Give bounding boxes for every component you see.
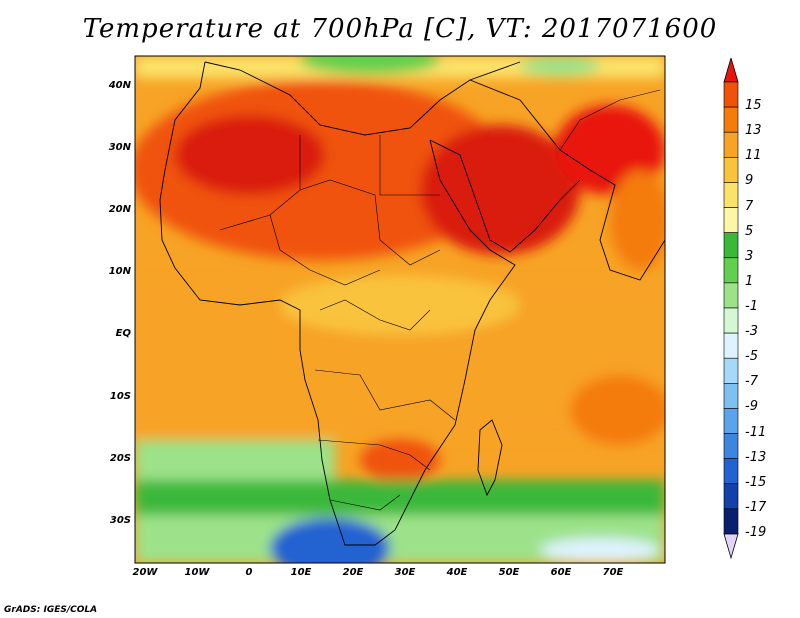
colorbar-label: -9 [745,399,758,415]
lat-label-40n: 40N [108,80,131,91]
colorbar-label: -15 [745,474,767,490]
lat-label-30n: 30N [108,142,131,153]
colorbar-swatch [723,433,739,459]
lon-label-60e: 60E [550,567,572,578]
lat-label-10s: 10S [109,391,131,402]
lon-label-20e: 20E [342,567,364,578]
colorbar-label: -11 [745,424,767,440]
credit-text: GrADS: IGES/COLA [4,605,98,615]
colorbar-label: -3 [745,324,758,340]
colorbar-swatch [723,307,739,334]
colorbar-swatch [723,357,739,384]
colorbar-swatch [723,332,739,359]
colorbar-swatch [723,508,739,535]
colorbar-bottom-arrow [723,533,739,560]
lat-label-eq: EQ [115,328,131,339]
colorbar-swatch [723,408,739,434]
colorbar-swatch [723,282,739,309]
colorbar-label: 3 [745,248,754,264]
lat-label-20n: 20N [108,204,131,215]
colorbar-swatch [723,106,739,133]
lon-label-10w: 10W [184,567,210,578]
colorbar-label: 7 [745,198,754,214]
lon-label-50e: 50E [498,567,520,578]
lon-label-30e: 30E [394,567,416,578]
lon-label-70e: 70E [602,567,624,578]
colorbar-label: -7 [745,374,758,390]
lon-label-10e: 10E [290,567,312,578]
colorbar-swatch [723,483,739,510]
colorbar [723,58,739,560]
colorbar-label: -19 [745,525,767,540]
colorbar-swatch [723,131,739,158]
plot-frame [134,55,666,564]
colorbar-swatch [723,157,739,183]
colorbar-label: -1 [745,299,758,314]
colorbar-label: -17 [745,499,767,515]
colorbar-label: 15 [745,98,762,114]
colorbar-label: 1 [745,273,754,289]
temperature-field [135,56,665,563]
colorbar-top-arrow [723,58,739,83]
colorbar-label: -13 [745,449,767,465]
colorbar-label: 9 [745,173,754,189]
lat-label-10n: 10N [108,266,131,277]
colorbar-swatch [723,232,739,259]
colorbar-swatch [723,207,739,233]
lat-label-30s: 30S [109,515,131,526]
colorbar-swatch [723,182,739,208]
lon-label-0: 0 [245,567,253,578]
colorbar-swatch [723,81,739,108]
colorbar-label: -5 [745,349,758,365]
country-borders [219,89,661,511]
lon-label-40e: 40E [446,567,468,578]
colorbar-label: 5 [745,223,754,239]
colorbar-swatch [723,383,739,409]
colorbar-swatch [723,257,739,284]
lat-label-20s: 20S [109,453,131,464]
map-title: Temperature at 700hPa [C], VT: 201707160… [82,14,718,44]
colorbar-swatch [723,458,739,485]
colorbar-label: 13 [745,123,762,139]
colorbar-label: 11 [745,148,762,164]
lon-label-20w: 20W [132,567,158,578]
coastlines [159,61,666,546]
